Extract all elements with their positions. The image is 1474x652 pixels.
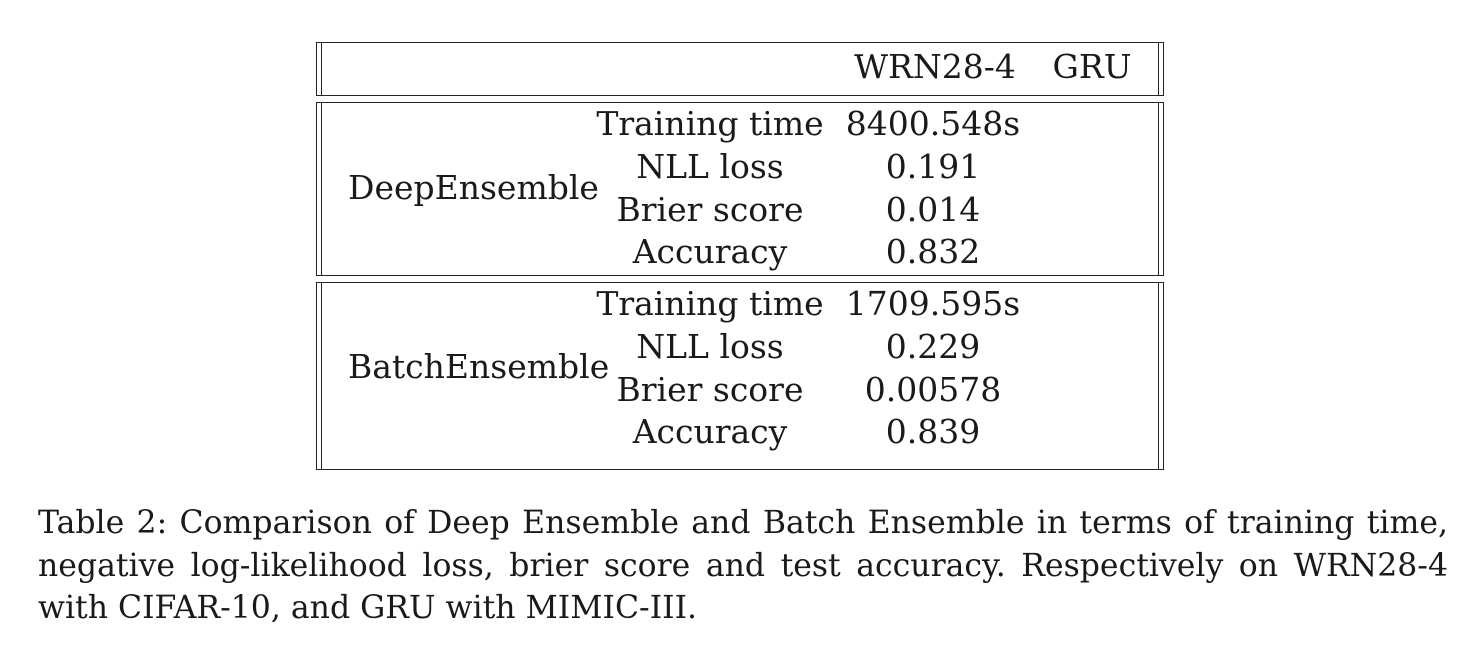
value-cell: 0.839 xyxy=(885,412,981,451)
metric-label: Accuracy xyxy=(632,412,788,451)
group-box-batchensemble: BatchEnsemble Training time 1709.595s NL… xyxy=(316,282,1164,470)
metric-label: Accuracy xyxy=(632,232,788,271)
value-cell: 0.229 xyxy=(885,327,981,366)
value-cell: 0.00578 xyxy=(864,370,1002,409)
value-cell: 8400.548s xyxy=(845,104,1021,143)
table-caption: Table 2: Comparison of Deep Ensemble and… xyxy=(38,505,1448,626)
metric-label: NLL loss xyxy=(636,147,784,186)
method-label: BatchEnsemble xyxy=(348,347,610,386)
value-cell: 0.191 xyxy=(885,147,981,186)
metric-label: Brier score xyxy=(616,370,804,409)
value-cell: 1709.595s xyxy=(845,284,1021,323)
value-cell: 0.014 xyxy=(885,190,981,229)
metric-label: Brier score xyxy=(616,190,804,229)
metric-label: Training time xyxy=(596,284,824,323)
results-table: WRN28-4 GRU DeepEnsemble Training time 8… xyxy=(316,42,1166,472)
metric-label: Training time xyxy=(596,104,824,143)
table-header-box: WRN28-4 GRU xyxy=(316,42,1164,96)
metric-label: NLL loss xyxy=(636,327,784,366)
group-box-deepensemble: DeepEnsemble Training time 8400.548s NLL… xyxy=(316,102,1164,276)
header-wrn28-4: WRN28-4 xyxy=(854,47,1016,86)
method-label: DeepEnsemble xyxy=(348,168,599,207)
value-cell: 0.832 xyxy=(885,232,981,271)
header-gru: GRU xyxy=(1052,47,1132,86)
